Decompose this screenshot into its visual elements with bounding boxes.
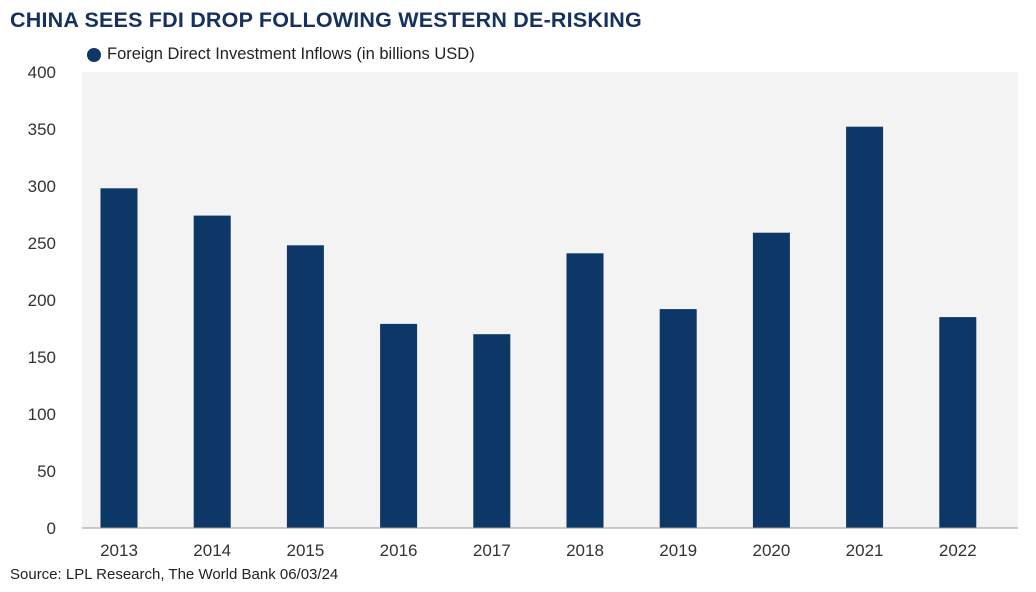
bar (752, 232, 790, 528)
x-axis: 2013 2014 2015 2016 2017 2018 2019 2020 2021 2022 (82, 527, 1018, 560)
x-tick-label: 2021 (846, 541, 884, 560)
chart-title: CHINA SEES FDI DROP FOLLOWING WESTERN DE… (10, 8, 642, 32)
x-tick-label: 2020 (752, 541, 790, 560)
legend: Foreign Direct Investment Inflows (in bi… (87, 45, 475, 64)
bar (380, 323, 418, 528)
x-tick-label: 2018 (566, 541, 604, 560)
bar (286, 245, 324, 529)
x-tick-label: 2014 (193, 541, 231, 560)
y-tick-label: 300 (28, 177, 56, 196)
bar (100, 188, 138, 529)
bar (566, 253, 604, 529)
y-tick-label: 200 (28, 291, 56, 310)
bar (193, 215, 231, 528)
bars (100, 126, 977, 529)
legend-swatch-icon (87, 47, 101, 62)
y-tick-label: 150 (28, 348, 56, 367)
x-tick-label: 2022 (939, 541, 977, 560)
y-tick-label: 0 (47, 519, 56, 538)
y-tick-label: 50 (37, 462, 56, 481)
y-tick-label: 250 (28, 234, 56, 253)
y-tick-label: 100 (28, 405, 56, 424)
y-tick-label: 350 (28, 120, 56, 139)
bar (659, 309, 697, 528)
bar (846, 126, 884, 528)
x-tick-label: 2013 (100, 541, 138, 560)
source-note: Source: LPL Research, The World Bank 06/… (10, 566, 339, 583)
x-tick-label: 2017 (473, 541, 511, 560)
x-tick-label: 2015 (286, 541, 324, 560)
bar (473, 334, 511, 528)
y-axis: 0 50 100 150 200 250 300 350 400 (28, 63, 56, 538)
legend-label: Foreign Direct Investment Inflows (in bi… (107, 45, 475, 63)
bar (939, 317, 977, 528)
x-tick-label: 2019 (659, 541, 697, 560)
x-tick-label: 2016 (380, 541, 418, 560)
y-tick-label: 400 (28, 63, 56, 82)
